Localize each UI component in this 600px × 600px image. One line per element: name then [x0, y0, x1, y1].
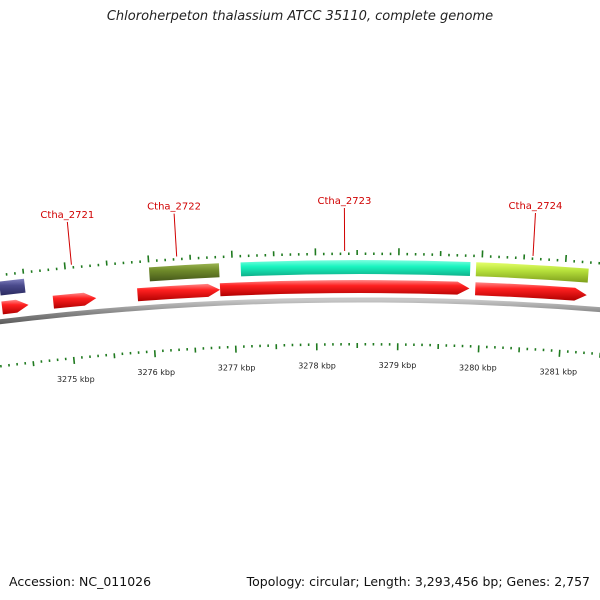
scale-label-3279: 3279 kbp	[379, 361, 417, 370]
scale-labels: 3275 kbp 3276 kbp 3277 kbp 3278 kbp 3279 kbp…	[57, 361, 577, 384]
gene-labels: Ctha_2721 Ctha_2722 Ctha_2723 Ctha_2724	[40, 196, 562, 265]
navy-bar-left-edge	[0, 278, 26, 296]
inner-tick	[32, 361, 35, 367]
scale-label-3280: 3280 kbp	[459, 363, 497, 372]
label-leader-ctha-2724	[532, 212, 536, 256]
cog-bar-ctha-2723	[240, 260, 471, 277]
gene-track	[52, 279, 587, 309]
gene-label-ctha-2722[interactable]: Ctha_2722	[147, 202, 201, 213]
gene-arrow-ctha-2724[interactable]	[475, 282, 587, 301]
red-arrow-left-edge	[1, 299, 29, 315]
inner-tick	[72, 356, 76, 364]
scale-label-3278: 3278 kbp	[298, 361, 336, 370]
cog-bar-ctha-2724	[475, 262, 589, 283]
outer-tick	[22, 268, 25, 274]
gene-label-ctha-2724[interactable]: Ctha_2724	[509, 201, 563, 212]
label-leader-ctha-2721	[66, 221, 72, 265]
scale-label-3276: 3276 kbp	[137, 368, 175, 377]
accession-text: Accession: NC_011026	[9, 574, 152, 589]
label-leader-ctha-2722	[173, 213, 178, 257]
cog-bar-ctha-2722	[148, 263, 220, 282]
gene-arrow-ctha-2723[interactable]	[219, 279, 470, 297]
page-title: Chloroherpeton thalassium ATCC 35110, co…	[106, 9, 494, 24]
gene-label-ctha-2721[interactable]: Ctha_2721	[40, 210, 94, 221]
gene-arrow-ctha-2721[interactable]	[52, 292, 97, 309]
partial-features	[0, 278, 29, 315]
inner-tick-ring	[0, 343, 600, 368]
outer-tick	[63, 262, 66, 270]
scale-label-3277: 3277 kbp	[218, 364, 256, 373]
genome-backbone	[0, 297, 600, 325]
outer-tick-ring	[5, 248, 600, 276]
scale-label-3281: 3281 kbp	[539, 368, 577, 377]
cog-track	[148, 260, 589, 283]
genome-summary-text: Topology: circular; Length: 3,293,456 bp…	[246, 574, 590, 589]
gene-arrow-ctha-2722[interactable]	[137, 283, 221, 302]
scale-label-3275: 3275 kbp	[57, 375, 95, 384]
gene-label-ctha-2723[interactable]: Ctha_2723	[317, 196, 371, 207]
